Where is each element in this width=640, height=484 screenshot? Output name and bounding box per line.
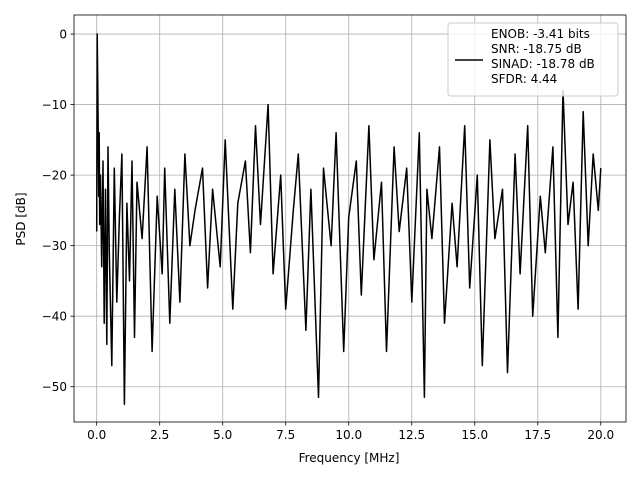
- x-tick-label: 12.5: [398, 428, 425, 442]
- legend-box: [447, 22, 619, 97]
- x-tick-label: 15.0: [461, 428, 488, 442]
- y-axis-ticks: 0 −10 −20 −30 −40 −50: [42, 28, 74, 394]
- x-tick-label: 7.5: [276, 428, 295, 442]
- y-tick-label: −40: [42, 310, 67, 324]
- y-tick-label: −50: [42, 380, 67, 394]
- legend-entry-sinad: SINAD: -18.78 dB: [491, 57, 595, 71]
- y-tick-label: −30: [42, 239, 67, 253]
- x-tick-label: 20.0: [587, 428, 614, 442]
- y-tick-label: −20: [42, 169, 67, 183]
- legend-entry-sfdr: SFDR: 4.44: [491, 72, 557, 86]
- x-tick-label: 5.0: [213, 428, 232, 442]
- y-tick-label: −10: [42, 98, 67, 112]
- legend: ENOB: -3.41 bits SNR: -18.75 dB SINAD: -…: [447, 22, 619, 97]
- x-tick-label: 0.0: [87, 428, 106, 442]
- x-tick-label: 10.0: [335, 428, 362, 442]
- plot-frame: [73, 14, 627, 423]
- legend-entry-enob: ENOB: -3.41 bits: [491, 27, 590, 41]
- plot-data: [95, 33, 602, 406]
- legend-entry-snr: SNR: -18.75 dB: [491, 42, 582, 56]
- x-tick-label: 17.5: [524, 428, 551, 442]
- y-tick-label: 0: [59, 28, 67, 42]
- x-tick-label: 2.5: [150, 428, 169, 442]
- x-axis-ticks: 0.0 2.5 5.0 7.5 10.0 12.5 15.0 17.5 20.0: [87, 422, 614, 442]
- y-axis-label: PSD [dB]: [14, 192, 28, 245]
- x-axis-label: Frequency [MHz]: [299, 451, 400, 465]
- psd-series-line: [95, 33, 602, 406]
